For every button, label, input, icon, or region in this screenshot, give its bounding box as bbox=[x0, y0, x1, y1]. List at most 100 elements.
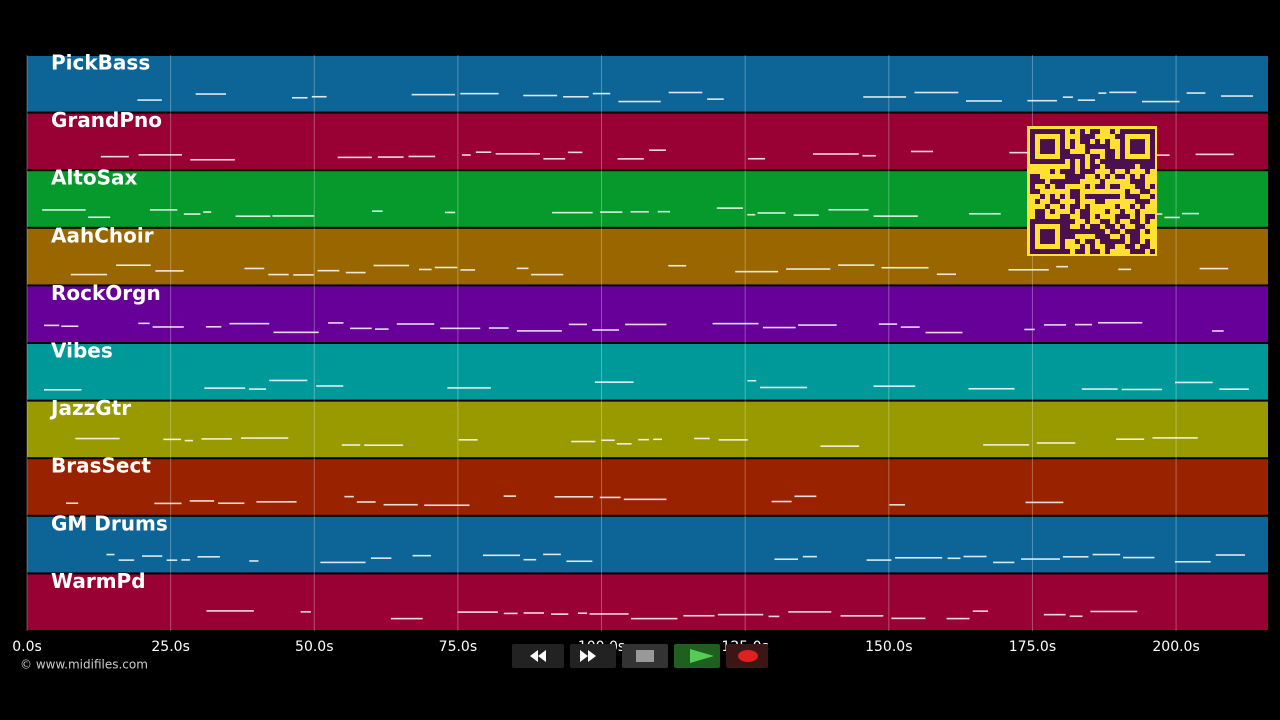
note bbox=[44, 324, 60, 327]
note bbox=[1077, 99, 1096, 101]
qr-cell bbox=[1130, 139, 1135, 144]
note bbox=[460, 92, 499, 95]
qr-cell bbox=[1105, 139, 1110, 144]
qr-cell bbox=[1085, 149, 1090, 154]
qr-cell bbox=[1080, 244, 1085, 249]
note bbox=[631, 617, 678, 620]
note bbox=[707, 98, 724, 100]
track-name: RockOrgn bbox=[51, 281, 161, 305]
qr-cell bbox=[1070, 234, 1075, 239]
note bbox=[1027, 99, 1057, 102]
note bbox=[568, 323, 588, 326]
note bbox=[1141, 100, 1180, 103]
qr-cell bbox=[1130, 194, 1135, 199]
note bbox=[840, 615, 884, 617]
qr-cell bbox=[1060, 224, 1065, 229]
note bbox=[149, 209, 178, 211]
note bbox=[863, 96, 907, 98]
qr-cell bbox=[1080, 214, 1085, 219]
qr-cell bbox=[1030, 229, 1035, 234]
note bbox=[523, 94, 558, 97]
note bbox=[444, 211, 456, 214]
qr-cell bbox=[1075, 239, 1080, 244]
note bbox=[370, 557, 392, 559]
qr-cell bbox=[1115, 219, 1120, 224]
qr-cell bbox=[1045, 149, 1050, 154]
qr-cell bbox=[1100, 199, 1105, 204]
qr-cell bbox=[1130, 249, 1135, 254]
note bbox=[969, 212, 1001, 215]
note bbox=[42, 209, 86, 211]
qr-cell bbox=[1100, 159, 1105, 164]
note bbox=[61, 325, 79, 328]
note bbox=[447, 387, 491, 389]
note bbox=[759, 386, 808, 389]
note bbox=[571, 440, 596, 443]
qr-cell bbox=[1045, 139, 1050, 144]
note bbox=[618, 100, 661, 103]
note bbox=[88, 216, 111, 219]
note bbox=[1098, 321, 1143, 324]
note bbox=[317, 269, 340, 272]
qr-cell bbox=[1105, 164, 1110, 169]
qr-cell bbox=[1050, 194, 1055, 199]
qr-cell bbox=[1140, 179, 1145, 184]
note bbox=[566, 560, 593, 563]
qr-cell bbox=[1045, 204, 1050, 209]
qr-cell bbox=[1150, 129, 1155, 134]
qr-cell bbox=[1030, 244, 1035, 249]
note bbox=[204, 387, 246, 389]
qr-cell bbox=[1120, 134, 1125, 139]
qr-cell bbox=[1085, 194, 1090, 199]
note bbox=[475, 151, 492, 154]
note bbox=[600, 211, 623, 213]
note bbox=[531, 273, 564, 276]
qr-cell bbox=[1040, 179, 1045, 184]
footer: © www.midifiles.com bbox=[20, 658, 148, 672]
track-lane bbox=[27, 56, 1268, 112]
note bbox=[802, 555, 817, 558]
note bbox=[552, 211, 593, 214]
qr-cell bbox=[1075, 204, 1080, 209]
qr-cell bbox=[1140, 244, 1145, 249]
note bbox=[1164, 216, 1180, 219]
note bbox=[747, 379, 757, 382]
qr-cell bbox=[1060, 229, 1065, 234]
qr-cell bbox=[1060, 234, 1065, 239]
qr-cell bbox=[1050, 249, 1055, 254]
qr-cell bbox=[1060, 179, 1065, 184]
qr-cell bbox=[1095, 129, 1100, 134]
qr-cell bbox=[1150, 144, 1155, 149]
qr-cell bbox=[1130, 149, 1135, 154]
qr-cell bbox=[1095, 164, 1100, 169]
qr-cell bbox=[1125, 229, 1130, 234]
qr-cell bbox=[1075, 189, 1080, 194]
qr-cell bbox=[1070, 204, 1075, 209]
qr-cell bbox=[1070, 174, 1075, 179]
qr-cell bbox=[1095, 214, 1100, 219]
qr-cell bbox=[1105, 234, 1110, 239]
qr-cell bbox=[1070, 209, 1075, 214]
note bbox=[356, 501, 376, 503]
note bbox=[189, 500, 215, 502]
qr-cell bbox=[1115, 164, 1120, 169]
qr-cell bbox=[1120, 239, 1125, 244]
qr-cell bbox=[1035, 214, 1040, 219]
qr-cell bbox=[1035, 179, 1040, 184]
note bbox=[630, 210, 649, 213]
qr-cell bbox=[1060, 204, 1065, 209]
qr-cell bbox=[1050, 144, 1055, 149]
qr-cell bbox=[1035, 199, 1040, 204]
qr-cell bbox=[1105, 174, 1110, 179]
qr-cell bbox=[1145, 189, 1150, 194]
note bbox=[461, 154, 471, 156]
qr-cell bbox=[1130, 229, 1135, 234]
qr-cell bbox=[1095, 224, 1100, 229]
qr-cell bbox=[1085, 134, 1090, 139]
qr-cell bbox=[1035, 189, 1040, 194]
x-tick-label: 175.0s bbox=[1009, 639, 1056, 655]
qr-cell bbox=[1150, 249, 1155, 254]
qr-cell bbox=[1040, 129, 1045, 134]
qr-cell bbox=[1050, 234, 1055, 239]
qr-cell bbox=[1090, 164, 1095, 169]
